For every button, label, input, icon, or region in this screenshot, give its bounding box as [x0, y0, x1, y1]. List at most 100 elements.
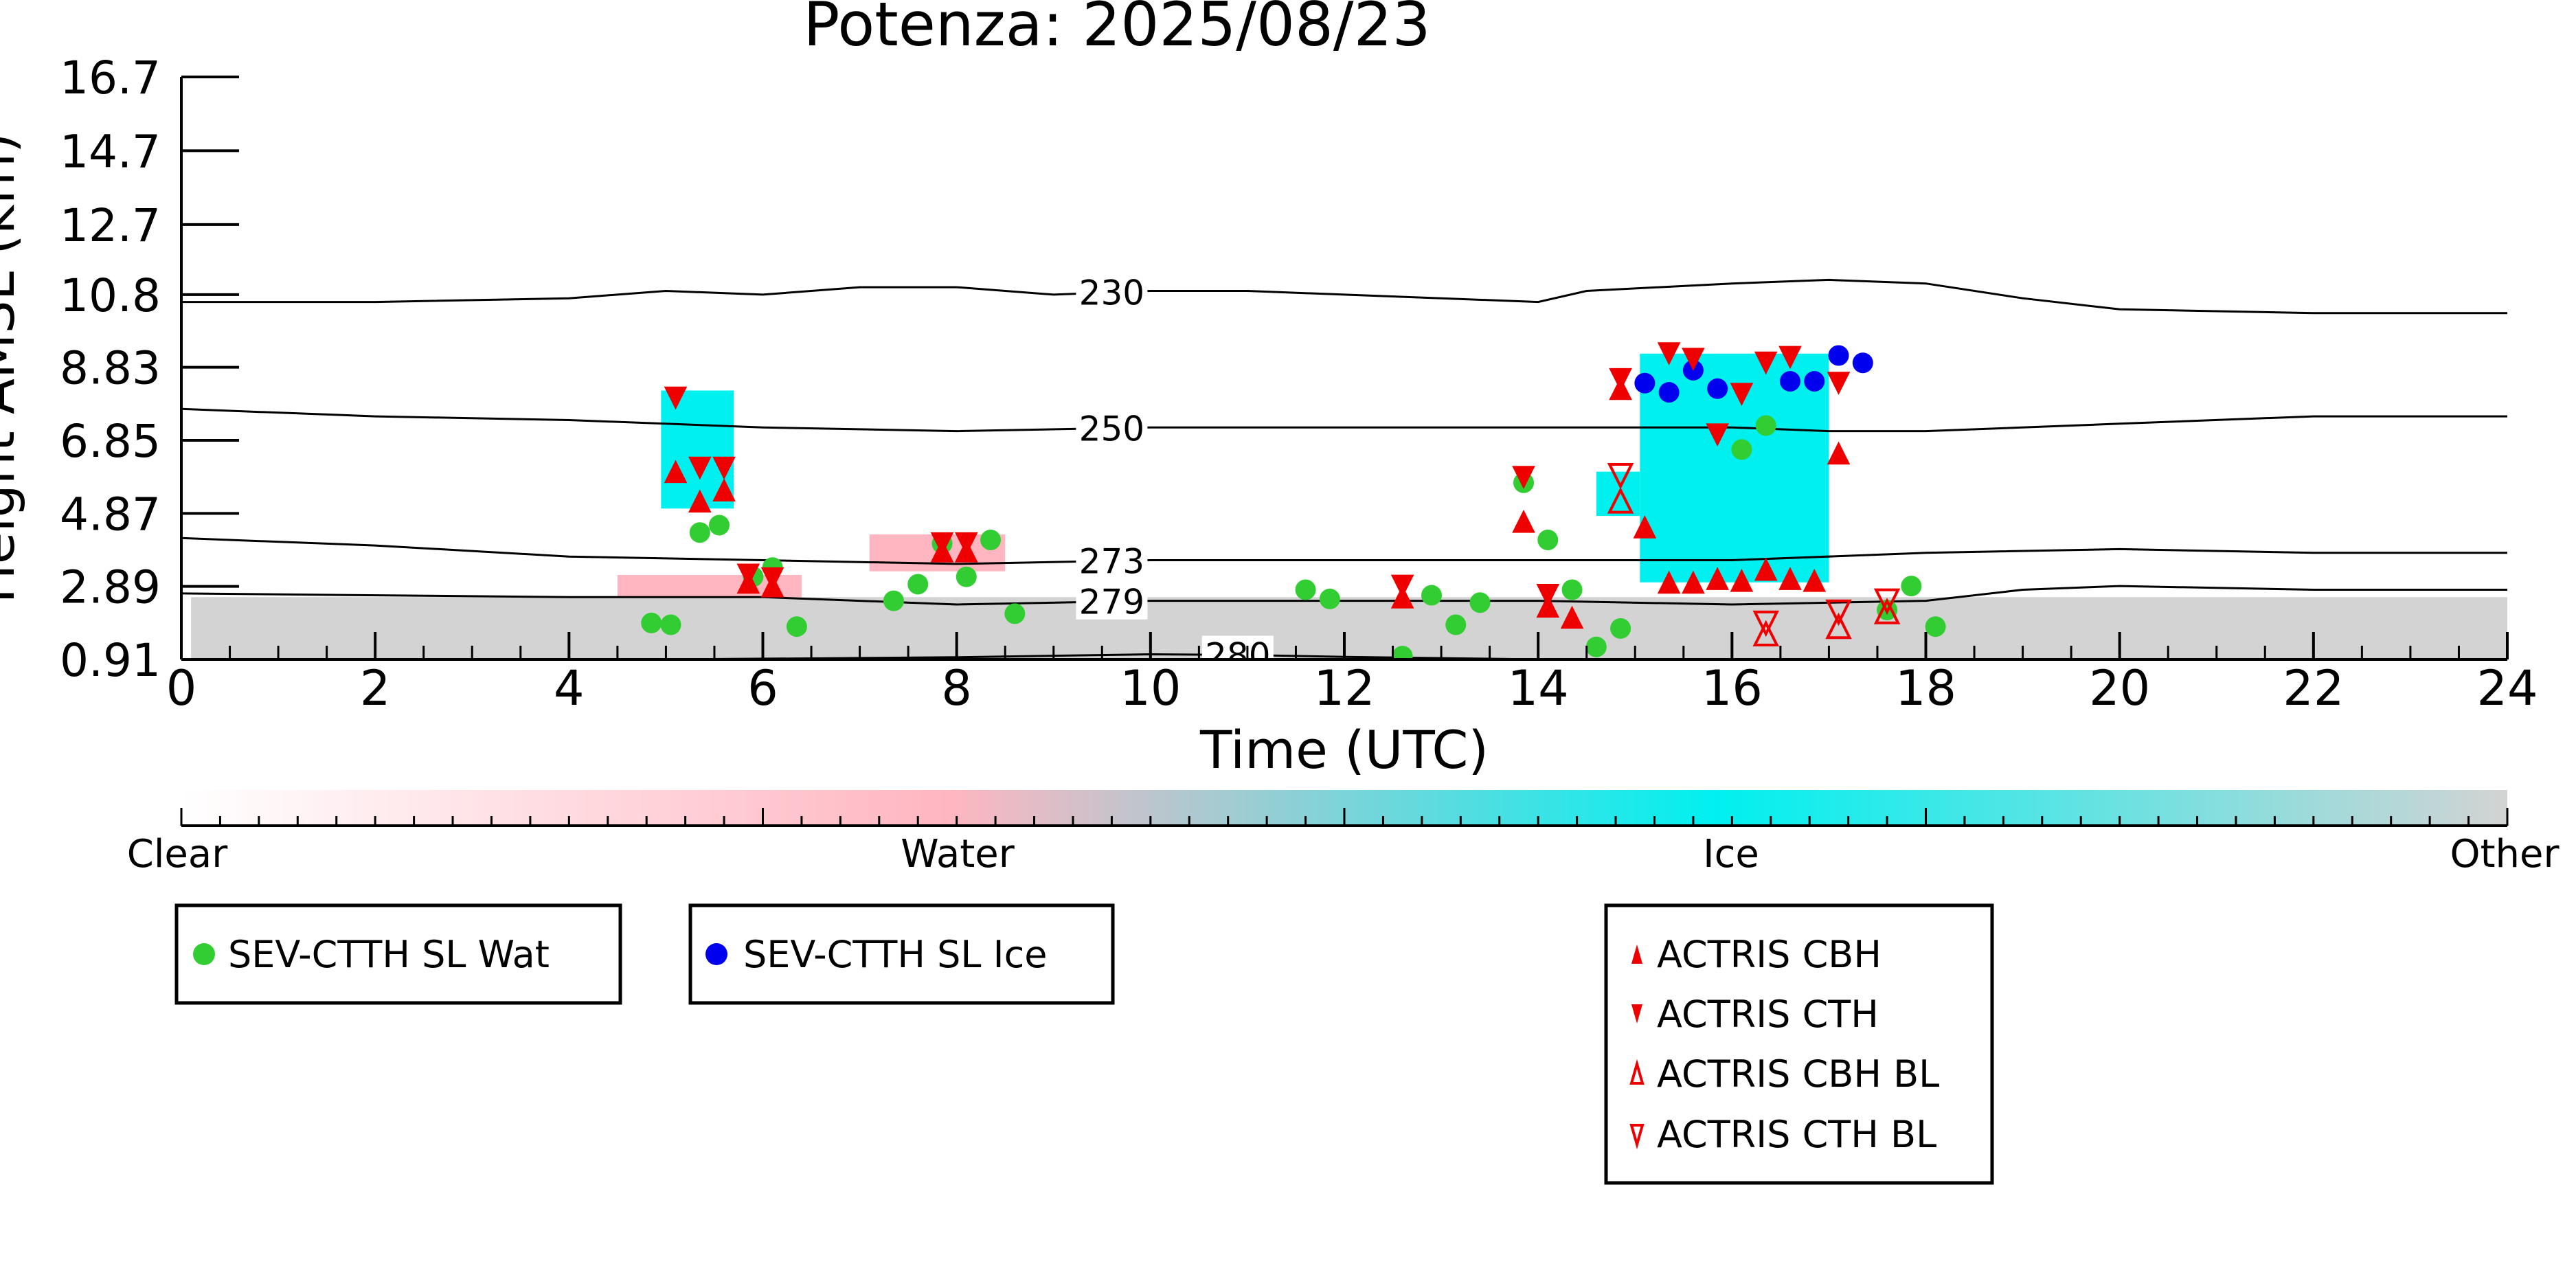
- x-tick-label: 0: [166, 660, 197, 716]
- marker-sev-ctth-sl-ice: [1658, 382, 1680, 403]
- y-tick-label: 8.83: [60, 342, 161, 395]
- legend-marker-actris-cbh: [1631, 945, 1642, 964]
- marker-sev-ctth-sl-ice: [1852, 352, 1873, 374]
- legend-actris: ACTRIS CBH ACTRIS CTH ACTRIS CBH BL ACTR…: [1604, 903, 1994, 1185]
- marker-actris-cbh: [688, 489, 712, 513]
- marker-actris-cth-bl: [1607, 463, 1634, 490]
- legend-sev-wat: SEV-CTTH SL Wat: [174, 903, 622, 1005]
- y-tick-label: 16.7: [60, 52, 161, 104]
- marker-sev-ctth-sl-wat: [1445, 614, 1467, 635]
- y-tick-label: 0.91: [60, 634, 161, 687]
- legend-label-sev-ice: SEV-CTTH SL Ice: [743, 933, 1048, 976]
- marker-actris-cth: [1827, 372, 1851, 395]
- marker-actris-cbh: [1730, 568, 1754, 592]
- contour-label-273: 273: [1079, 542, 1144, 582]
- contour-label-279: 279: [1079, 583, 1144, 622]
- marker-sev-ctth-sl-ice: [1779, 371, 1800, 392]
- marker-actris-cth-bl: [1752, 610, 1779, 637]
- contour-label-230: 230: [1079, 273, 1144, 313]
- contour-label-bg: [1076, 541, 1148, 579]
- marker-sev-ctth-sl-ice: [1828, 345, 1849, 366]
- marker-sev-ctth-sl-wat: [883, 590, 904, 611]
- marker-actris-cbh-bl: [1873, 598, 1901, 624]
- contour-label-bg: [1201, 635, 1274, 659]
- marker-sev-ctth-sl-wat: [1537, 529, 1559, 550]
- marker-actris-cth: [688, 456, 712, 480]
- legend-label-actris-cth-bl: ACTRIS CTH BL: [1657, 1113, 1936, 1156]
- marker-sev-ctth-sl-wat: [1561, 579, 1583, 600]
- marker-actris-cth: [930, 532, 954, 556]
- cloud-region-other: [191, 597, 2507, 659]
- marker-actris-cth: [1390, 574, 1414, 598]
- marker-actris-cth: [1778, 346, 1802, 370]
- marker-sev-ctth-sl-wat: [1295, 579, 1316, 600]
- contour-line-273: [181, 536, 2507, 565]
- contour-label-280: 280: [1205, 635, 1270, 675]
- contour-label-bg: [1076, 409, 1148, 447]
- colorbar-label-water: Water: [901, 832, 1015, 877]
- marker-sev-ctth-sl-wat: [1469, 592, 1491, 613]
- colorbar-label-ice: Ice: [1703, 832, 1759, 877]
- x-tick-label: 4: [554, 660, 585, 716]
- marker-sev-ctth-sl-wat: [641, 612, 662, 633]
- marker-sev-ctth-sl-wat: [1610, 618, 1631, 639]
- colorbar-label-other: Other: [2450, 832, 2560, 877]
- marker-actris-cbh: [664, 460, 688, 484]
- x-tick-label: 18: [1895, 660, 1956, 716]
- marker-sev-ctth-sl-ice: [1707, 378, 1728, 399]
- contour-label-bg: [1076, 582, 1148, 620]
- marker-actris-cbh: [1633, 515, 1657, 539]
- marker-actris-cbh-bl: [1752, 620, 1779, 646]
- marker-actris-cbh: [1754, 557, 1778, 581]
- x-tick-label: 16: [1702, 660, 1763, 716]
- marker-actris-cbh: [712, 478, 736, 501]
- marker-actris-cbh: [1706, 567, 1729, 590]
- marker-actris-cth: [712, 456, 736, 480]
- marker-actris-cth: [1609, 368, 1632, 392]
- marker-actris-cbh-bl: [1825, 612, 1852, 640]
- y-tick-label: 12.7: [60, 199, 161, 252]
- marker-sev-ctth-sl-wat: [1731, 439, 1752, 460]
- marker-actris-cbh: [1560, 605, 1584, 629]
- marker-sev-ctth-sl-wat: [1585, 636, 1607, 657]
- axes: 0 2 4 6 8 10 12 14 16 18 20 22 24 0.912.894.876.858.…: [60, 52, 2538, 716]
- marker-actris-cth: [1730, 383, 1754, 406]
- marker-actris-cth: [1682, 348, 1705, 371]
- x-ticks: 0 2 4 6 8 10 12 14 16 18 20 22 24: [166, 632, 2538, 716]
- legend-marker-actris-cbh-bl: [1629, 1059, 1645, 1085]
- marker-actris-cth: [1536, 584, 1560, 607]
- marker-sev-ctth-sl-wat: [1901, 576, 1922, 597]
- marker-sev-ctth-sl-wat: [1319, 588, 1340, 609]
- marker-actris-cth: [1706, 423, 1729, 447]
- legend-label-actris-cth: ACTRIS CTH: [1657, 993, 1879, 1036]
- chart-title: Potenza: 2025/08/23: [803, 0, 1430, 60]
- marker-actris-cbh: [1803, 568, 1827, 592]
- marker-sev-ctth-sl-wat: [689, 522, 710, 543]
- legend-label-sev-wat: SEV-CTTH SL Wat: [228, 933, 550, 976]
- marker-actris-cbh: [1827, 441, 1851, 465]
- marker-sev-ctth-sl-wat: [956, 566, 977, 587]
- cloud-regions: [191, 353, 2507, 659]
- y-tick-label: 10.8: [60, 269, 161, 322]
- marker-actris-cth: [736, 563, 760, 587]
- y-axis-label: Height AMSL (km): [0, 133, 26, 603]
- legend-box: [1604, 903, 1994, 1185]
- y-tick-label: 2.89: [60, 561, 161, 614]
- marker-sev-ctth-sl-wat: [907, 574, 929, 595]
- marker-actris-cth: [664, 386, 688, 410]
- y-tick-label: 4.87: [60, 488, 161, 541]
- marker-sev-ctth-sl-wat: [1421, 585, 1442, 606]
- y-tick-label: 14.7: [60, 125, 161, 178]
- marker-sev-ctth-sl-wat: [1755, 415, 1776, 436]
- marker-sev-ctth-sl-wat: [1925, 616, 1946, 637]
- contour-line-250: [181, 407, 2507, 433]
- marker-actris-cbh: [1778, 567, 1802, 590]
- legend-marker-actris-cth: [1631, 1004, 1642, 1024]
- marker-actris-cth: [1754, 351, 1778, 375]
- colorbar-label-clear: Clear: [127, 832, 228, 877]
- y-tick-label: 6.85: [60, 415, 161, 468]
- x-tick-label: 14: [1508, 660, 1569, 716]
- marker-sev-ctth-sl-ice: [1634, 372, 1656, 394]
- marker-actris-cth: [760, 567, 784, 591]
